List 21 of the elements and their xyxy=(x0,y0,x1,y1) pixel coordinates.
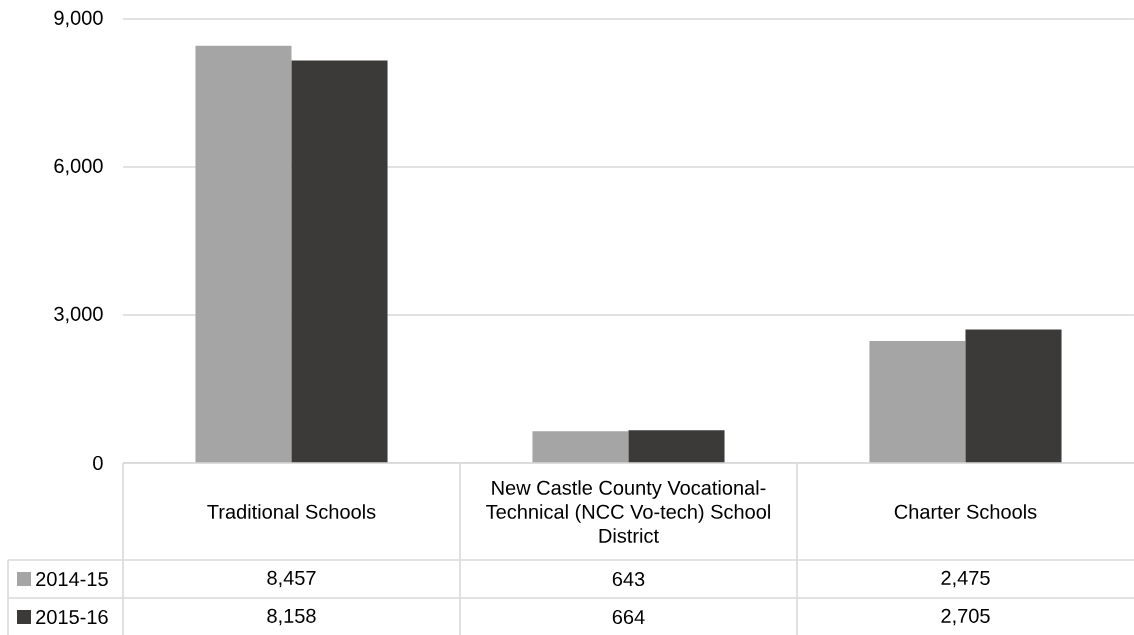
data-label: 664 xyxy=(612,609,645,625)
y-tick-label: 9,000 xyxy=(54,10,103,28)
y-tick-label: 6,000 xyxy=(54,158,103,176)
x-tick-label: New Castle County Vocational-Technical (NCC Vo-tech) School District xyxy=(486,480,770,543)
legend-label: 2014-15 xyxy=(36,571,108,587)
bar xyxy=(291,60,388,464)
data-label: 643 xyxy=(612,571,645,587)
data-label: 2,705 xyxy=(941,608,990,626)
bar xyxy=(195,45,292,464)
x-tick-label: Traditional Schools xyxy=(207,504,376,519)
y-tick-label: 3,000 xyxy=(54,306,103,324)
bar xyxy=(628,430,725,464)
data-label: 8,457 xyxy=(267,570,316,588)
data-label: 8,158 xyxy=(267,608,316,626)
bar xyxy=(965,329,1062,464)
x-tick-label: Charter Schools xyxy=(894,504,1037,519)
legend-label: 2015-16 xyxy=(36,609,108,625)
bar xyxy=(532,431,629,464)
data-label: 2,475 xyxy=(941,570,990,588)
bar xyxy=(869,340,966,464)
y-tick-label: 0 xyxy=(93,455,103,471)
